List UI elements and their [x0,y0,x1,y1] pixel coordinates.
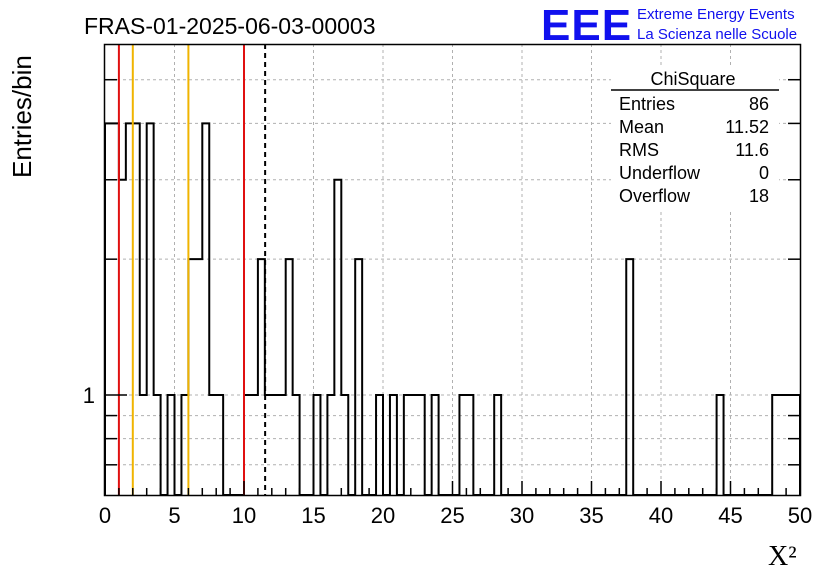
histogram-bin [147,123,154,495]
histogram-bin [133,123,140,495]
histogram-bin [314,395,321,495]
histogram-bin [355,259,362,495]
histogram-bin [195,259,202,495]
histogram-bin [126,123,133,495]
histogram-bin [494,395,501,495]
eee-logo-mark: EEE [541,1,632,50]
histogram-bin [279,395,286,495]
stats-label: Mean [619,117,664,137]
histogram-bin [341,395,348,495]
histogram-bin [272,395,279,495]
histogram-bin [168,395,175,495]
stats-box-bg [611,68,779,211]
histogram-bin [181,395,188,495]
histogram-bin [786,395,793,495]
histogram-bin [216,395,223,495]
marker-lines [117,44,267,495]
histogram-bin [140,395,147,495]
stats-box: ChiSquare Entries 86 Mean 11.52 RMS 11.6 Under… [611,68,779,211]
histogram-bin [202,123,209,495]
stats-label: RMS [619,140,659,160]
stats-label: Underflow [619,163,701,183]
histogram-bin [119,180,126,495]
histogram-bin [772,395,779,495]
stats-value: 11.6 [735,140,769,160]
logo-line-2: La Scienza nelle Scuole [637,26,797,43]
histogram-bin [154,395,161,495]
histogram-bin [188,259,195,495]
histogram-bin [432,395,439,495]
stats-title: ChiSquare [650,69,735,89]
x-tick-label: 20 [371,503,395,528]
stats-value: 86 [749,94,769,114]
histogram-bin [717,395,724,495]
histogram-bin [411,395,418,495]
histogram-bin [327,395,334,495]
y-axis-label: Entries/bin [7,55,37,178]
stats-label: Overflow [619,186,691,206]
histogram-bin [466,395,473,495]
histogram-bin [459,395,466,495]
x-tick-label: 5 [168,503,180,528]
x-tick-label: 35 [579,503,603,528]
plot-frame [103,43,802,497]
x-tick-label: 50 [788,503,812,528]
histogram-bin [390,395,397,495]
histogram-bin [251,395,258,495]
stats-value: 11.52 [725,117,769,137]
x-tick-label: 45 [718,503,742,528]
logo-line-1: Extreme Energy Events [637,6,795,23]
histogram-bin [244,395,251,495]
histogram-bin [286,259,293,495]
histogram-bin [404,395,411,495]
axis-ticks: 0 5 10 15 20 25 30 35 40 45 50 1 [83,78,812,528]
x-tick-label: 0 [99,503,111,528]
histogram-bin [626,259,633,495]
stats-value: 18 [749,186,769,206]
run-title: FRAS-01-2025-06-03-00003 [84,13,376,39]
y-tick-label: 1 [83,383,95,408]
histogram-bin [793,395,800,495]
histogram-bin [418,395,425,495]
x-tick-label: 25 [440,503,464,528]
x-tick-label: 10 [232,503,256,528]
stats-value: 0 [759,163,769,183]
histogram-bin [376,395,383,495]
x-tick-label: 15 [301,503,325,528]
eee-logo: EEE Extreme Energy Events La Scienza nel… [541,1,797,50]
stats-rows: Entries 86 Mean 11.52 RMS 11.6 Underflow 0 Overf… [619,94,769,206]
x-tick-label: 40 [649,503,673,528]
x-axis-label: X² [768,541,797,572]
x-tick-label: 30 [510,503,534,528]
histogram-bin [779,395,786,495]
histogram-bin [209,395,216,495]
histogram-bin [334,180,341,495]
stats-label: Entries [619,94,675,114]
histogram-bin [258,259,265,495]
histogram-bin [293,395,300,495]
